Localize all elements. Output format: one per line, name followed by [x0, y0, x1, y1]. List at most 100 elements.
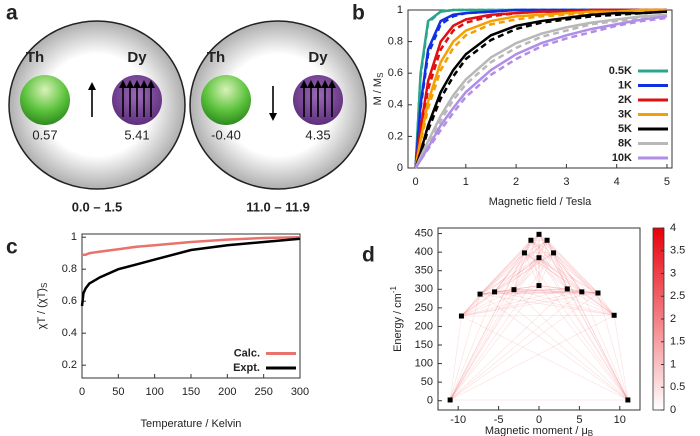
transition-line — [538, 285, 615, 316]
label-script: -1 — [389, 286, 398, 294]
y-tick-label: 0.6 — [62, 295, 77, 307]
state-point — [595, 290, 601, 296]
transition-line — [538, 257, 583, 293]
y-tick-label: 350 — [415, 265, 433, 277]
transition-line — [538, 234, 599, 294]
y-tick-label: 0.8 — [62, 263, 77, 275]
state-point — [544, 237, 550, 243]
y-tick-label: 250 — [415, 302, 433, 314]
transition-line — [566, 288, 629, 401]
th-ion — [20, 75, 70, 125]
transition-line — [449, 291, 583, 401]
transition-line — [449, 252, 525, 401]
transition-line — [461, 293, 481, 317]
transition-line — [538, 285, 568, 290]
transition-line — [449, 292, 599, 401]
transition-line — [538, 285, 582, 293]
transition-line — [494, 240, 532, 293]
colorbar-tick-label: 4 — [670, 222, 676, 234]
transition-line — [479, 293, 615, 316]
ion-label: Dy — [127, 49, 147, 66]
transition-line — [524, 239, 548, 254]
y-tick-label: 450 — [415, 227, 433, 239]
line — [414, 15, 668, 169]
y-axis-label: Energy / cm-1 — [389, 286, 404, 352]
transition-line — [530, 239, 615, 316]
x-tick-label: 200 — [218, 386, 236, 398]
transition-line — [538, 257, 629, 401]
colorbar-tick-label: 0 — [670, 404, 676, 416]
legend-label: Calc. — [234, 347, 260, 359]
transition-line — [530, 240, 540, 286]
transition-line — [530, 239, 554, 254]
legend-label: 10K — [612, 152, 632, 164]
transition-line — [530, 240, 583, 293]
y-tick-label: 0.8 — [388, 36, 403, 48]
x-tick-label: 100 — [145, 386, 163, 398]
transition-line — [461, 291, 582, 317]
transition-line — [524, 252, 615, 316]
x-tick-label: 5 — [664, 176, 670, 188]
x-tick-label: -5 — [494, 414, 504, 426]
y-tick-label: 1 — [71, 231, 77, 243]
transition-line — [553, 252, 568, 290]
y-axis-label: M / MS — [372, 73, 385, 106]
transition-line — [479, 234, 540, 295]
transition-line — [513, 252, 525, 290]
transition-line — [479, 239, 548, 295]
y-tick-label: 50 — [421, 376, 433, 388]
line — [414, 10, 668, 169]
transition-line — [479, 252, 525, 295]
line — [414, 8, 667, 169]
transition-line — [546, 240, 629, 401]
transition-line — [546, 240, 599, 294]
legend-label: 1K — [618, 79, 632, 91]
transition-line — [479, 240, 532, 295]
state-point — [611, 312, 617, 318]
transition-line — [449, 257, 540, 401]
transition-line — [513, 288, 568, 291]
x-axis-label: Magnetic moment / μB — [485, 425, 593, 436]
transition-line — [461, 291, 495, 317]
y-tick-label: 0.4 — [62, 327, 77, 339]
y-tick-label: 0.4 — [388, 99, 403, 111]
transition-line — [449, 240, 532, 401]
transition-line — [461, 252, 554, 317]
transition-line — [538, 234, 554, 254]
state-point — [579, 289, 585, 295]
panel-label: b — [352, 2, 365, 25]
transition-line — [449, 252, 554, 401]
label-script: S — [40, 283, 49, 288]
transition-line — [581, 291, 629, 401]
x-tick-label: 2 — [513, 176, 519, 188]
transition-line — [538, 234, 629, 401]
legend-label: 8K — [618, 137, 632, 149]
transition-line — [538, 240, 548, 258]
transition-line — [553, 252, 583, 293]
transition-line — [538, 240, 548, 286]
transition-line — [494, 285, 540, 293]
transition-line — [524, 252, 568, 290]
x-tick-label: 50 — [112, 386, 124, 398]
line — [414, 13, 668, 169]
transition-line — [597, 292, 615, 316]
line — [82, 235, 301, 257]
x-tick-label: -10 — [450, 414, 466, 426]
transition-line — [494, 291, 615, 316]
transition-line — [461, 314, 615, 317]
transition-line — [538, 285, 629, 401]
transition-line — [553, 252, 599, 294]
label-script: B — [588, 429, 593, 436]
line — [80, 237, 301, 307]
y-tick-label: 150 — [415, 339, 433, 351]
y-tick-label: 0 — [397, 162, 403, 174]
colorbar-tick-label: 2 — [670, 313, 676, 325]
transition-line — [524, 252, 583, 293]
transition-line — [524, 252, 540, 286]
colorbar-tick-label: 0.5 — [670, 381, 685, 393]
y-tick-label: 0.6 — [388, 67, 403, 79]
colorbar-tick-label: 1 — [670, 358, 676, 370]
energy-range: 11.0 – 11.9 — [246, 199, 310, 214]
state-point — [458, 313, 464, 319]
